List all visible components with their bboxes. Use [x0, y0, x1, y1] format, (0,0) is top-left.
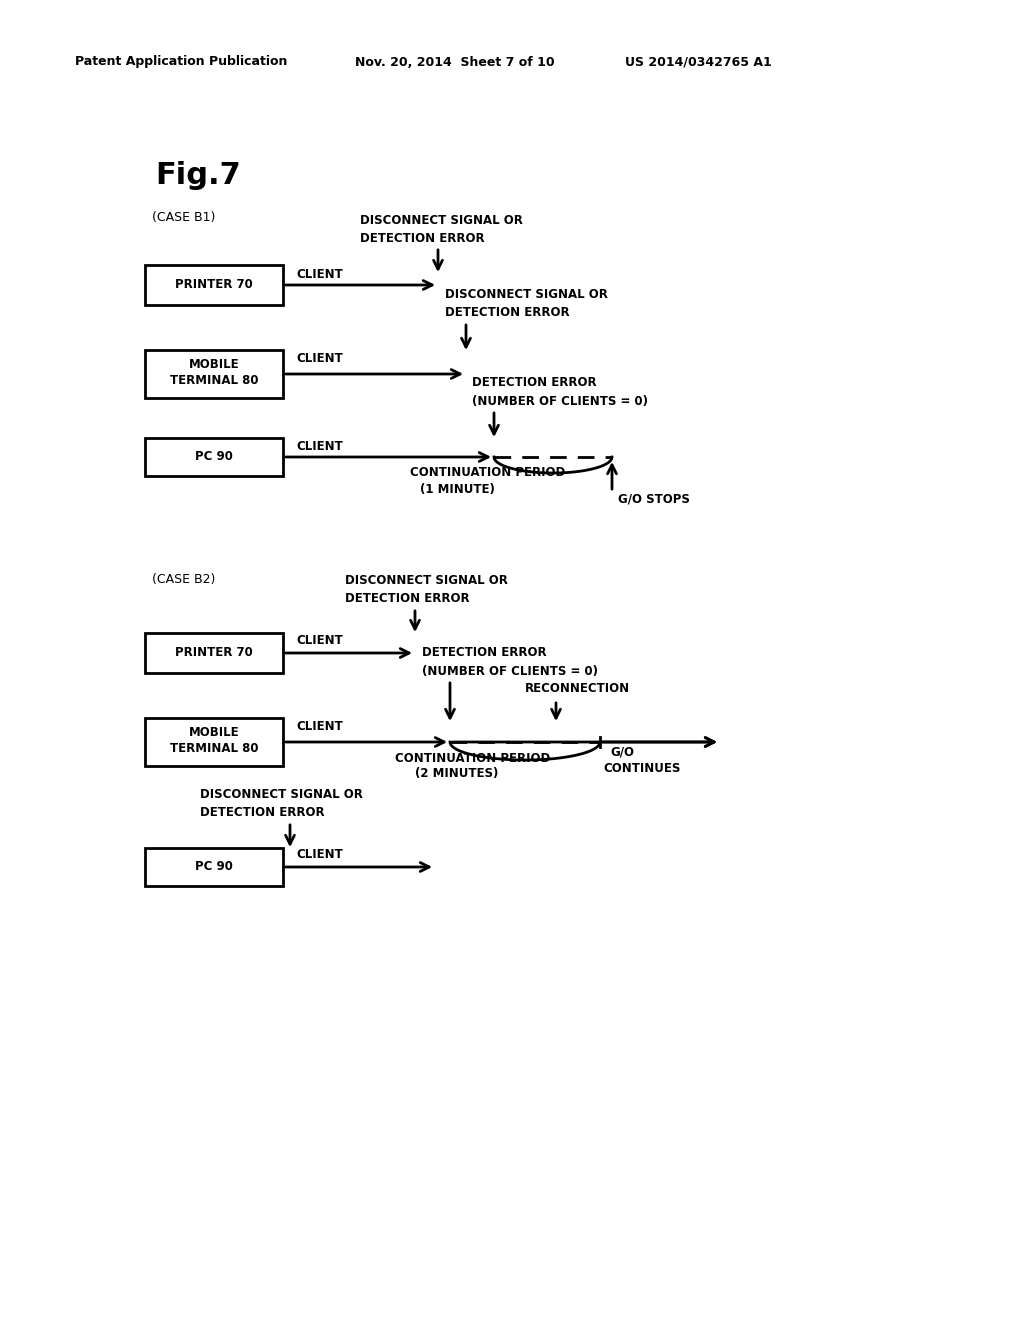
Bar — [145, 718, 283, 766]
Text: G/O: G/O — [610, 746, 634, 759]
Text: G/O STOPS: G/O STOPS — [618, 492, 690, 506]
Text: PC 90: PC 90 — [195, 861, 232, 874]
Text: (1 MINUTE): (1 MINUTE) — [420, 483, 495, 495]
Text: MOBILE: MOBILE — [188, 359, 240, 371]
Text: TERMINAL 80: TERMINAL 80 — [170, 742, 258, 755]
Text: DISCONNECT SIGNAL OR: DISCONNECT SIGNAL OR — [445, 289, 608, 301]
Text: Patent Application Publication: Patent Application Publication — [75, 55, 288, 69]
Text: PRINTER 70: PRINTER 70 — [175, 279, 253, 292]
Text: CLIENT: CLIENT — [296, 440, 343, 453]
Bar — [145, 847, 283, 886]
Text: CLIENT: CLIENT — [296, 635, 343, 648]
Text: CLIENT: CLIENT — [296, 719, 343, 733]
Text: DISCONNECT SIGNAL OR: DISCONNECT SIGNAL OR — [200, 788, 362, 801]
Text: (2 MINUTES): (2 MINUTES) — [415, 767, 499, 780]
Text: CLIENT: CLIENT — [296, 849, 343, 862]
Text: DETECTION ERROR: DETECTION ERROR — [422, 647, 547, 660]
Text: RECONNECTION: RECONNECTION — [525, 681, 630, 694]
Bar — [145, 438, 283, 477]
Text: DISCONNECT SIGNAL OR: DISCONNECT SIGNAL OR — [345, 574, 508, 587]
Text: PRINTER 70: PRINTER 70 — [175, 647, 253, 660]
Text: MOBILE: MOBILE — [188, 726, 240, 739]
Text: CONTINUES: CONTINUES — [603, 762, 680, 775]
Text: Nov. 20, 2014  Sheet 7 of 10: Nov. 20, 2014 Sheet 7 of 10 — [355, 55, 555, 69]
Bar — [145, 634, 283, 673]
Text: PC 90: PC 90 — [195, 450, 232, 463]
Text: CLIENT: CLIENT — [296, 268, 343, 281]
Text: (CASE B2): (CASE B2) — [152, 573, 215, 586]
Text: (NUMBER OF CLIENTS = 0): (NUMBER OF CLIENTS = 0) — [422, 664, 598, 677]
Text: (CASE B1): (CASE B1) — [152, 211, 215, 224]
Bar — [145, 265, 283, 305]
Text: CONTINUATION PERIOD: CONTINUATION PERIOD — [395, 751, 550, 764]
Text: DETECTION ERROR: DETECTION ERROR — [445, 306, 569, 319]
Text: CLIENT: CLIENT — [296, 351, 343, 364]
Text: DETECTION ERROR: DETECTION ERROR — [200, 807, 325, 820]
Text: US 2014/0342765 A1: US 2014/0342765 A1 — [625, 55, 772, 69]
Text: DETECTION ERROR: DETECTION ERROR — [345, 593, 470, 606]
Text: TERMINAL 80: TERMINAL 80 — [170, 375, 258, 388]
Text: DISCONNECT SIGNAL OR: DISCONNECT SIGNAL OR — [360, 214, 523, 227]
Text: DETECTION ERROR: DETECTION ERROR — [472, 376, 597, 389]
Text: CONTINUATION PERIOD: CONTINUATION PERIOD — [410, 466, 565, 479]
Text: Fig.7: Fig.7 — [155, 161, 241, 190]
Bar — [145, 350, 283, 399]
Text: (NUMBER OF CLIENTS = 0): (NUMBER OF CLIENTS = 0) — [472, 395, 648, 408]
Text: DETECTION ERROR: DETECTION ERROR — [360, 231, 484, 244]
